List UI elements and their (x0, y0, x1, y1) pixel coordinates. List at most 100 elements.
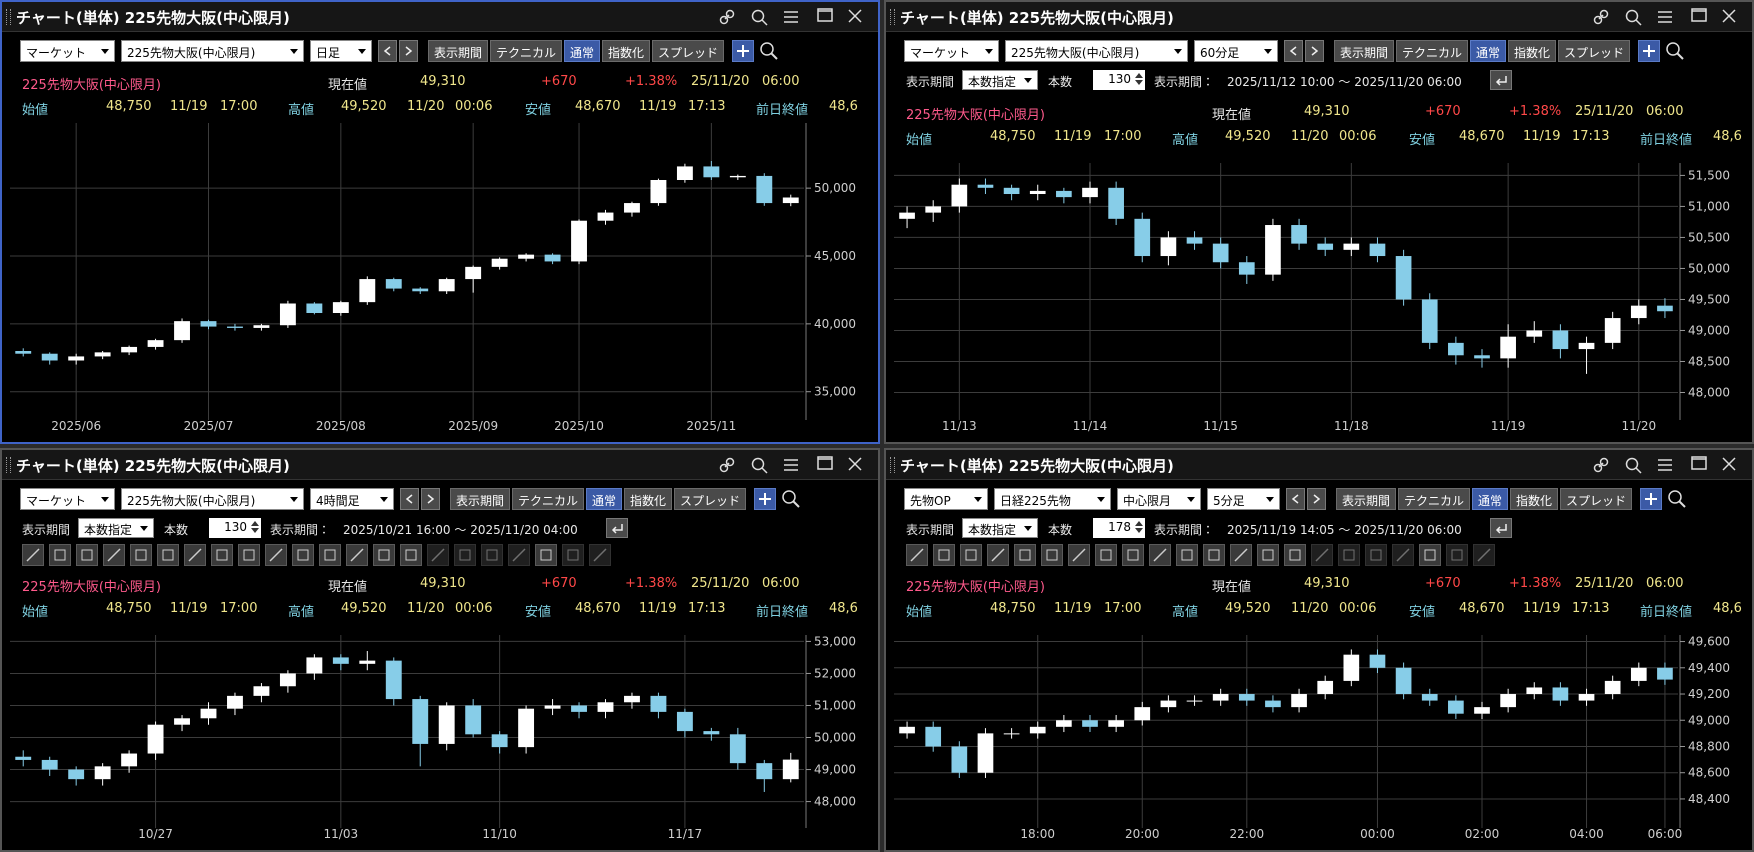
dropdown[interactable]: 先物OP (904, 488, 988, 510)
dropdown[interactable]: 225先物大阪(中心限月) (1005, 40, 1188, 62)
reset-button[interactable] (1490, 70, 1512, 90)
zoom-button[interactable] (1666, 488, 1688, 510)
nav-next[interactable] (1307, 488, 1326, 510)
drawing-tool[interactable] (1149, 544, 1171, 566)
dropdown[interactable]: マーケット (20, 40, 115, 62)
drawing-tool[interactable] (1392, 544, 1414, 566)
menu-icon[interactable] (1658, 459, 1672, 471)
dropdown[interactable]: 5分足 (1207, 488, 1280, 510)
dropdown[interactable]: 225先物大阪(中心限月) (121, 488, 304, 510)
drawing-tool[interactable] (906, 544, 928, 566)
drawing-tool[interactable] (1365, 544, 1387, 566)
drawing-tool[interactable] (1446, 544, 1468, 566)
drawing-tool[interactable] (400, 544, 422, 566)
drawing-tool[interactable] (1014, 544, 1036, 566)
drawing-tool[interactable] (184, 544, 206, 566)
drawing-tool[interactable] (933, 544, 955, 566)
drawing-tool[interactable] (1203, 544, 1225, 566)
toolbar-button[interactable]: テクニカル (1396, 40, 1469, 62)
count-input[interactable]: 178 (1093, 518, 1145, 538)
drawing-tool[interactable] (1095, 544, 1117, 566)
toolbar-button[interactable]: テクニカル (512, 488, 585, 510)
dropdown[interactable]: 日足 (310, 40, 372, 62)
toolbar-button[interactable]: スプレッド (652, 40, 725, 62)
zoom-button[interactable] (780, 488, 802, 510)
drawing-tool[interactable] (103, 544, 125, 566)
drawing-tool[interactable] (508, 544, 530, 566)
toolbar-button[interactable]: 表示期間 (1334, 40, 1395, 62)
count-input[interactable]: 130 (1093, 70, 1145, 90)
drawing-tool[interactable] (960, 544, 982, 566)
dropdown[interactable]: 4時間足 (310, 488, 394, 510)
drawing-tool[interactable] (1473, 544, 1495, 566)
drawing-tool[interactable] (319, 544, 341, 566)
drawing-tool[interactable] (1122, 544, 1144, 566)
drawing-tool[interactable] (49, 544, 71, 566)
drawing-tool[interactable] (562, 544, 584, 566)
drawing-tool[interactable] (1311, 544, 1333, 566)
toolbar-button[interactable]: スプレッド (1560, 488, 1633, 510)
drawing-tool[interactable] (1230, 544, 1252, 566)
toolbar-button[interactable]: 表示期間 (428, 40, 489, 62)
drawing-tool[interactable] (535, 544, 557, 566)
close-icon[interactable] (848, 9, 862, 23)
add-button[interactable] (732, 40, 754, 62)
drawing-tool[interactable] (265, 544, 287, 566)
drawing-tool[interactable] (1176, 544, 1198, 566)
toolbar-button[interactable]: 指数化 (624, 488, 673, 510)
nav-prev[interactable] (1286, 488, 1305, 510)
toolbar-button[interactable]: スプレッド (674, 488, 747, 510)
dropdown[interactable]: 60分足 (1194, 40, 1278, 62)
menu-icon[interactable] (784, 459, 798, 471)
drawing-tool[interactable] (238, 544, 260, 566)
close-icon[interactable] (1722, 457, 1736, 471)
drawing-tool[interactable] (987, 544, 1009, 566)
toolbar-button[interactable]: 表示期間 (1336, 488, 1397, 510)
toolbar-button[interactable]: 指数化 (1508, 40, 1557, 62)
drawing-tool[interactable] (130, 544, 152, 566)
close-icon[interactable] (848, 457, 862, 471)
drawing-tool[interactable] (22, 544, 44, 566)
link-icon[interactable] (1593, 457, 1609, 473)
nav-prev[interactable] (378, 40, 397, 62)
menu-icon[interactable] (784, 11, 798, 23)
dropdown[interactable]: 225先物大阪(中心限月) (121, 40, 304, 62)
toolbar-button[interactable]: 通常 (564, 40, 601, 62)
search-icon[interactable] (751, 457, 768, 474)
drawing-tool[interactable] (292, 544, 314, 566)
maximize-icon[interactable] (1691, 456, 1707, 470)
zoom-button[interactable] (758, 40, 780, 62)
toolbar-button[interactable]: テクニカル (490, 40, 563, 62)
link-icon[interactable] (719, 457, 735, 473)
toolbar-button[interactable]: 指数化 (1510, 488, 1559, 510)
nav-next[interactable] (1305, 40, 1324, 62)
period-mode[interactable]: 本数指定 (78, 518, 154, 538)
toolbar-button[interactable]: 通常 (1470, 40, 1507, 62)
nav-prev[interactable] (1284, 40, 1303, 62)
zoom-button[interactable] (1664, 40, 1686, 62)
toolbar-button[interactable]: スプレッド (1558, 40, 1631, 62)
toolbar-button[interactable]: テクニカル (1398, 488, 1471, 510)
drawing-tool[interactable] (481, 544, 503, 566)
drawing-tool[interactable] (1338, 544, 1360, 566)
toolbar-button[interactable]: 通常 (1472, 488, 1509, 510)
drawing-tool[interactable] (1284, 544, 1306, 566)
reset-button[interactable] (1490, 518, 1512, 538)
link-icon[interactable] (719, 9, 735, 25)
dropdown[interactable]: 日経225先物 (994, 488, 1111, 510)
toolbar-button[interactable]: 指数化 (602, 40, 651, 62)
link-icon[interactable] (1593, 9, 1609, 25)
drawing-tool[interactable] (1419, 544, 1441, 566)
toolbar-button[interactable]: 通常 (586, 488, 623, 510)
toolbar-button[interactable]: 表示期間 (450, 488, 511, 510)
nav-next[interactable] (399, 40, 418, 62)
add-button[interactable] (754, 488, 776, 510)
maximize-icon[interactable] (1691, 8, 1707, 22)
reset-button[interactable] (606, 518, 628, 538)
add-button[interactable] (1638, 40, 1660, 62)
search-icon[interactable] (1625, 457, 1642, 474)
search-icon[interactable] (751, 9, 768, 26)
drawing-tool[interactable] (589, 544, 611, 566)
dropdown[interactable]: 中心限月 (1117, 488, 1201, 510)
drawing-tool[interactable] (76, 544, 98, 566)
